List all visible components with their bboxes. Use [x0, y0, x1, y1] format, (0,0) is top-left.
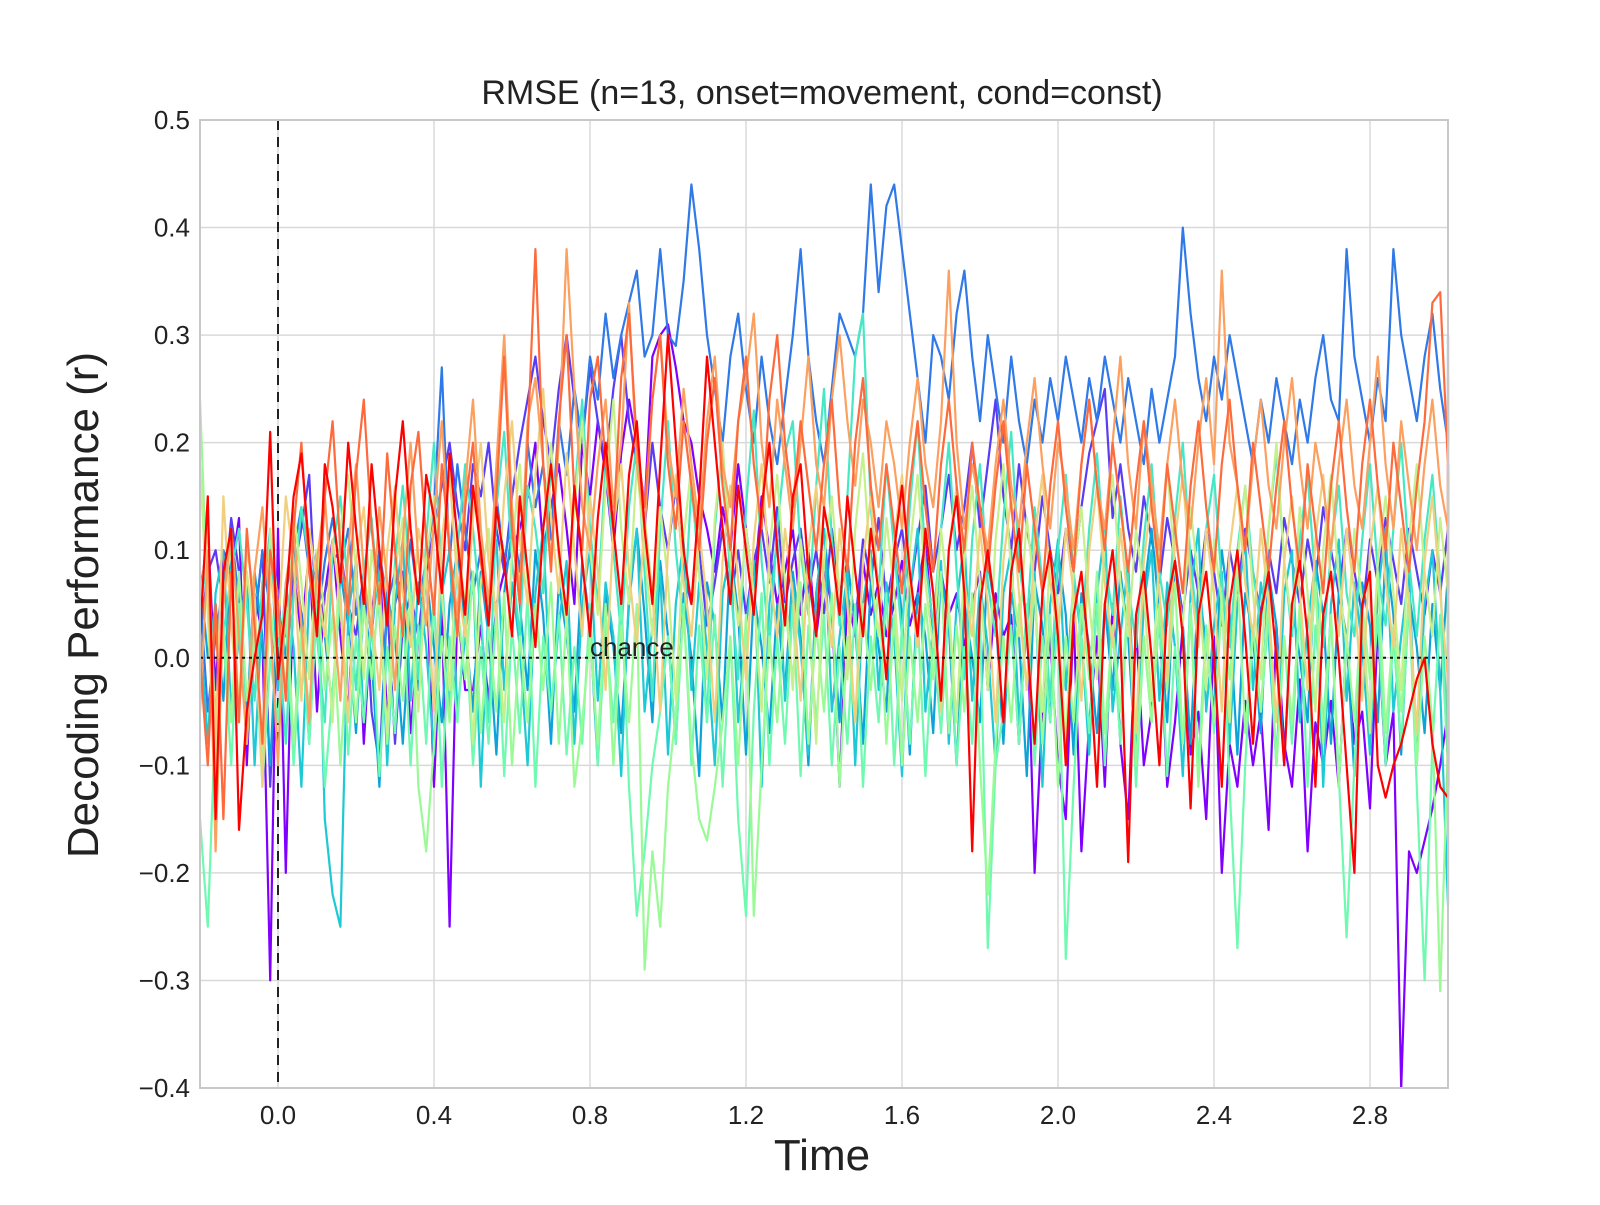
y-tick-label: 0.1 [154, 535, 190, 565]
x-tick-labels: 0.0 0.4 0.8 1.2 1.6 2.0 2.4 2.8 [260, 1100, 1388, 1130]
y-tick-labels: 0.5 0.4 0.3 0.2 0.1 0.0 −0.1 −0.2 −0.3 −0.4 [139, 105, 190, 1103]
y-axis-title: Decoding Performance (r) [59, 352, 108, 858]
plot-frame [199, 119, 1449, 1089]
y-tick-label: 0.0 [154, 643, 190, 673]
series-lines [198, 183, 1450, 1090]
series-line-12 [198, 248, 1450, 821]
y-tick-label: 0.2 [154, 428, 190, 458]
x-tick-label: 1.6 [884, 1100, 920, 1130]
y-tick-label: 0.3 [154, 320, 190, 350]
y-tick-label: −0.1 [139, 750, 190, 780]
x-tick-label: 1.2 [728, 1100, 764, 1130]
x-tick-label: 0.0 [260, 1100, 296, 1130]
y-tick-label: 0.5 [154, 105, 190, 135]
x-axis-title: Time [774, 1131, 870, 1180]
x-tick-label: 0.4 [416, 1100, 452, 1130]
series-line-7 [198, 592, 1450, 982]
x-tick-label: 2.4 [1196, 1100, 1232, 1130]
y-tick-label: −0.4 [139, 1073, 190, 1103]
x-tick-label: 2.8 [1352, 1100, 1388, 1130]
x-tick-label: 0.8 [572, 1100, 608, 1130]
series-line-8 [198, 399, 1450, 993]
chart-title: RMSE (n=13, onset=movement, cond=const) [481, 74, 1162, 112]
series-line-11 [198, 248, 1450, 853]
y-tick-label: −0.2 [139, 858, 190, 888]
x-tick-label: 2.0 [1040, 1100, 1076, 1130]
series-line-10 [198, 387, 1450, 788]
chance-annotation: chance [590, 632, 674, 662]
series-line-13 [198, 334, 1450, 875]
y-tick-label: 0.4 [154, 213, 190, 243]
y-tick-label: −0.3 [139, 965, 190, 995]
